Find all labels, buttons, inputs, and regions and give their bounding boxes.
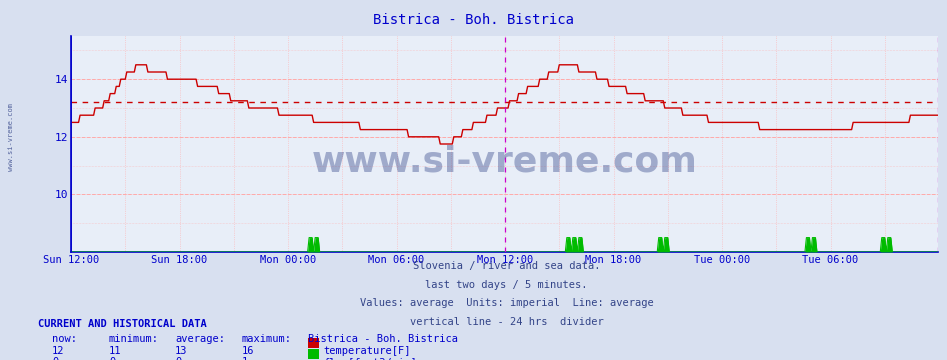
Text: minimum:: minimum: — [109, 334, 159, 344]
Text: vertical line - 24 hrs  divider: vertical line - 24 hrs divider — [410, 317, 603, 327]
Text: 0: 0 — [109, 357, 116, 360]
Text: CURRENT AND HISTORICAL DATA: CURRENT AND HISTORICAL DATA — [38, 319, 206, 329]
Text: average:: average: — [175, 334, 225, 344]
Text: last two days / 5 minutes.: last two days / 5 minutes. — [425, 280, 588, 290]
Text: maximum:: maximum: — [241, 334, 292, 344]
Text: 13: 13 — [175, 346, 188, 356]
Text: temperature[F]: temperature[F] — [323, 346, 410, 356]
Text: 0: 0 — [175, 357, 182, 360]
Text: 1: 1 — [241, 357, 248, 360]
Text: 16: 16 — [241, 346, 254, 356]
Text: www.si-vreme.com: www.si-vreme.com — [9, 103, 14, 171]
Text: flow[foot3/min]: flow[foot3/min] — [323, 357, 417, 360]
Text: 11: 11 — [109, 346, 121, 356]
Text: Slovenia / river and sea data.: Slovenia / river and sea data. — [413, 261, 600, 271]
Text: Bistrica - Boh. Bistrica: Bistrica - Boh. Bistrica — [308, 334, 457, 344]
Text: 12: 12 — [52, 346, 64, 356]
Text: 0: 0 — [52, 357, 59, 360]
Text: www.si-vreme.com: www.si-vreme.com — [312, 144, 697, 178]
Text: Bistrica - Boh. Bistrica: Bistrica - Boh. Bistrica — [373, 13, 574, 27]
Text: Values: average  Units: imperial  Line: average: Values: average Units: imperial Line: av… — [360, 298, 653, 309]
Text: now:: now: — [52, 334, 77, 344]
